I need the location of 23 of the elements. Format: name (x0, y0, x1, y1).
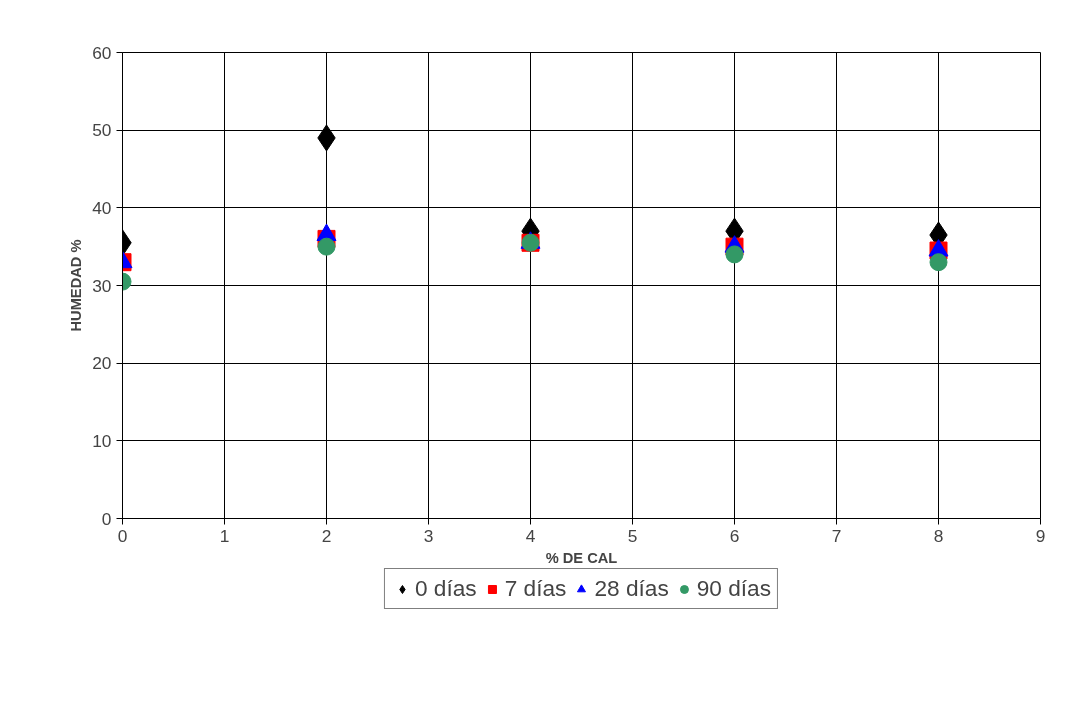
x-tick-label: 3 (423, 525, 434, 546)
y-tick-label: 50 (92, 120, 112, 141)
x-tick-label: 1 (219, 525, 230, 546)
legend-label: 90 días (696, 575, 772, 602)
x-tick-label: 7 (831, 525, 842, 546)
y-tick-label: 30 (92, 275, 112, 296)
x-axis-title: % DE CAL (545, 549, 618, 566)
x-tick-label: 5 (627, 525, 638, 546)
y-tick-label: 0 (101, 508, 112, 529)
legend-label: 0 días (414, 575, 477, 602)
y-tick-label: 60 (92, 42, 112, 63)
y-tick-label: 10 (92, 430, 112, 451)
x-tick-label: 2 (321, 525, 332, 546)
x-tick-label: 0 (117, 525, 128, 546)
y-tick-label: 20 (92, 353, 112, 374)
x-tick-label: 4 (525, 525, 536, 546)
legend-label: 28 días (594, 575, 669, 602)
legend-label: 7 días (504, 575, 567, 602)
y-axis-title: HUMEDAD % (68, 239, 85, 332)
y-tick-label: 40 (92, 197, 112, 218)
x-tick-label: 9 (1035, 525, 1046, 546)
x-tick-label: 6 (729, 525, 740, 546)
x-tick-label: 8 (933, 525, 944, 546)
